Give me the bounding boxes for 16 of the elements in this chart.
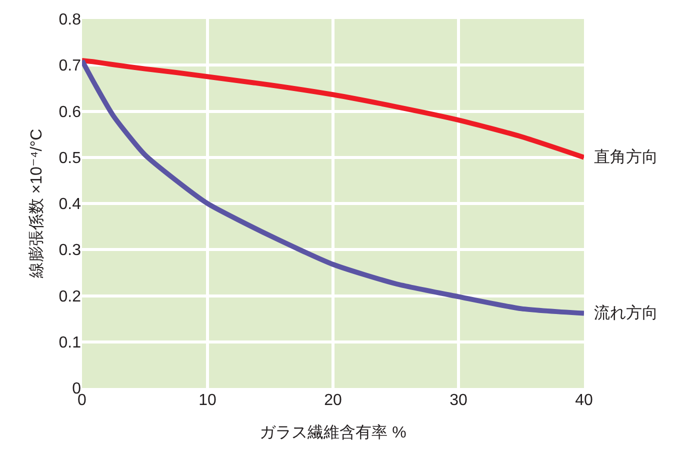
x-tick-label: 30: [450, 392, 468, 409]
y-tick-label: 0.8: [58, 12, 82, 29]
x-tick-label: 10: [198, 392, 216, 409]
y-tick-label: 0.2: [58, 288, 82, 306]
y-tick-label: 0.6: [58, 104, 82, 121]
y-tick-label: 0.4: [58, 196, 82, 214]
y-tick-label: 0.5: [58, 150, 82, 167]
y-axis-title: 線膨張係数 ×10⁻⁴/°C: [28, 128, 46, 280]
y-tick-label: 0.1: [58, 334, 82, 352]
series-label: 流れ方向: [594, 304, 658, 322]
y-tick-label: 0.7: [58, 58, 82, 75]
y-tick-label: 0.3: [58, 242, 82, 260]
series-label: 直角方向: [594, 148, 658, 166]
x-axis-title: ガラス繊維含有率 %: [260, 424, 406, 442]
x-tick-label: 20: [324, 392, 342, 409]
x-tick-label: 40: [575, 392, 593, 409]
